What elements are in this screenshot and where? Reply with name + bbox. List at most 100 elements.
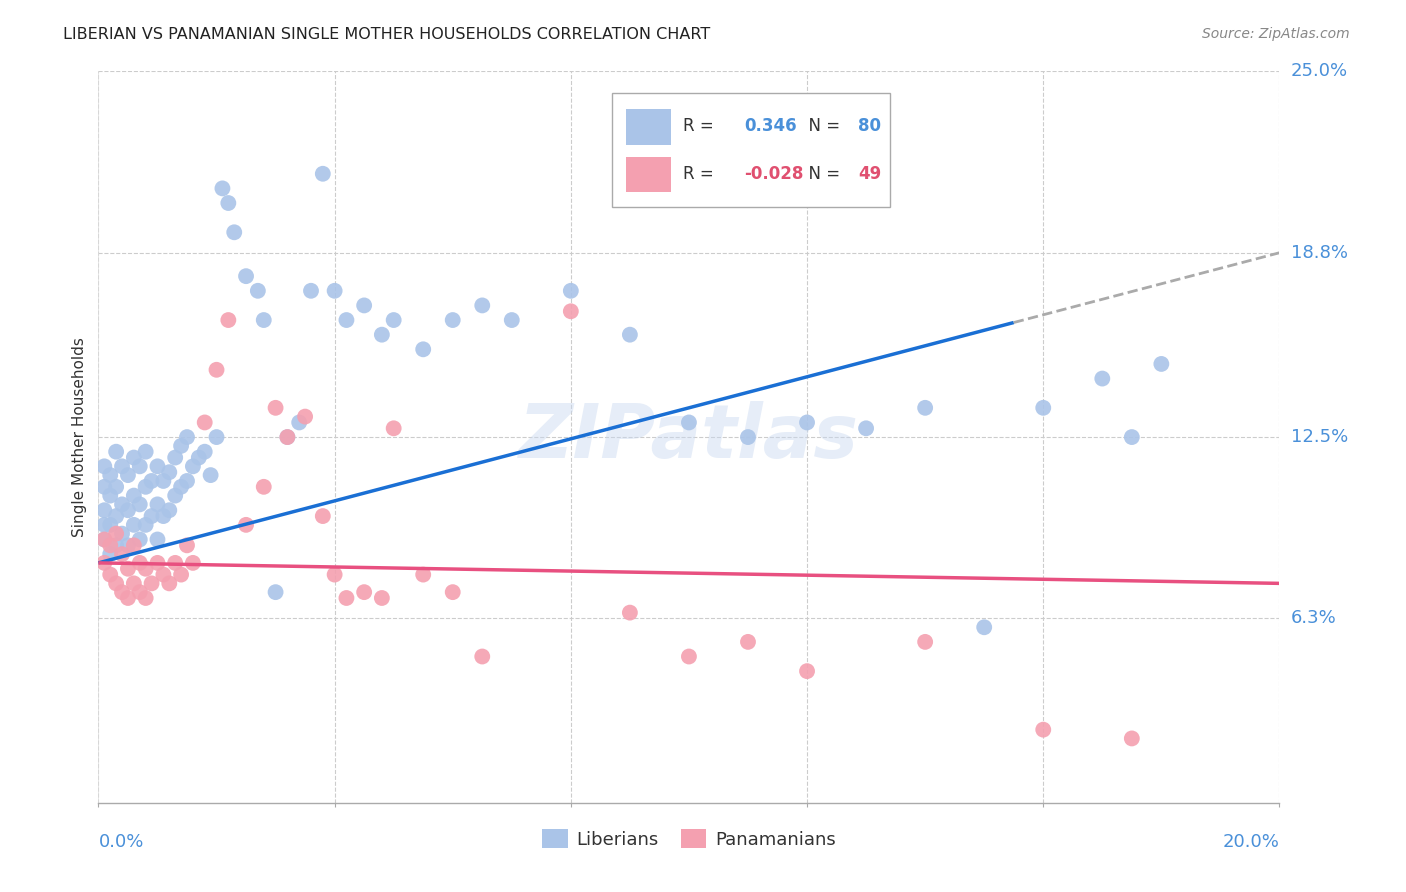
FancyBboxPatch shape	[612, 94, 890, 207]
Point	[146, 497, 169, 511]
Point	[211, 181, 233, 195]
Point	[441, 313, 464, 327]
Point	[98, 547, 121, 561]
Point	[122, 450, 145, 465]
Point	[176, 430, 198, 444]
Point	[678, 416, 700, 430]
Point	[157, 576, 180, 591]
Point	[737, 635, 759, 649]
Point	[105, 538, 128, 552]
Point	[122, 538, 145, 552]
Point	[111, 585, 134, 599]
Point	[181, 459, 204, 474]
Point	[170, 439, 193, 453]
Point	[105, 480, 128, 494]
Point	[105, 444, 128, 458]
Point	[855, 421, 877, 435]
Point	[122, 517, 145, 532]
FancyBboxPatch shape	[626, 110, 671, 145]
Point	[217, 313, 239, 327]
Point	[146, 556, 169, 570]
Point	[135, 517, 157, 532]
Point	[93, 480, 115, 494]
Point	[135, 562, 157, 576]
Point	[128, 556, 150, 570]
Point	[187, 450, 209, 465]
Point	[253, 480, 276, 494]
Text: -0.028: -0.028	[744, 165, 804, 183]
Point	[122, 489, 145, 503]
Point	[111, 459, 134, 474]
Point	[128, 585, 150, 599]
Point	[98, 489, 121, 503]
Text: 20.0%: 20.0%	[1223, 833, 1279, 851]
Text: ZIPatlas: ZIPatlas	[519, 401, 859, 474]
Text: 18.8%: 18.8%	[1291, 244, 1347, 261]
Point	[619, 327, 641, 342]
Point	[441, 585, 464, 599]
Point	[382, 313, 405, 327]
Point	[105, 526, 128, 541]
Text: N =: N =	[797, 117, 845, 136]
Text: 12.5%: 12.5%	[1291, 428, 1348, 446]
Point	[1121, 430, 1143, 444]
Text: N =: N =	[797, 165, 845, 183]
Point	[382, 421, 405, 435]
Point	[170, 480, 193, 494]
Point	[1150, 357, 1173, 371]
Point	[98, 538, 121, 552]
Point	[141, 576, 163, 591]
Point	[253, 313, 276, 327]
Text: LIBERIAN VS PANAMANIAN SINGLE MOTHER HOUSEHOLDS CORRELATION CHART: LIBERIAN VS PANAMANIAN SINGLE MOTHER HOU…	[63, 27, 710, 42]
Point	[157, 465, 180, 479]
Point	[371, 591, 394, 605]
Point	[276, 430, 298, 444]
Point	[111, 547, 134, 561]
Text: 0.0%: 0.0%	[98, 833, 143, 851]
Point	[152, 509, 174, 524]
Point	[176, 474, 198, 488]
Point	[141, 474, 163, 488]
Point	[312, 509, 335, 524]
Point	[105, 576, 128, 591]
Point	[146, 533, 169, 547]
Point	[205, 363, 228, 377]
Point	[111, 526, 134, 541]
Point	[146, 459, 169, 474]
Point	[98, 468, 121, 483]
Point	[117, 468, 139, 483]
Point	[117, 591, 139, 605]
Point	[98, 567, 121, 582]
Point	[1121, 731, 1143, 746]
Point	[194, 444, 217, 458]
Point	[264, 585, 287, 599]
Point	[335, 313, 357, 327]
Point	[914, 401, 936, 415]
Point	[371, 327, 394, 342]
Point	[165, 489, 187, 503]
Point	[152, 567, 174, 582]
Point	[93, 517, 115, 532]
Text: R =: R =	[683, 165, 718, 183]
Point	[353, 585, 375, 599]
Point	[165, 556, 187, 570]
Text: 0.346: 0.346	[744, 117, 797, 136]
Point	[217, 196, 239, 211]
Point	[299, 284, 322, 298]
Point	[288, 416, 311, 430]
Text: Source: ZipAtlas.com: Source: ZipAtlas.com	[1202, 27, 1350, 41]
Point	[128, 533, 150, 547]
Text: R =: R =	[683, 117, 718, 136]
Point	[117, 538, 139, 552]
Point	[323, 284, 346, 298]
Point	[93, 533, 115, 547]
Point	[471, 649, 494, 664]
Point	[165, 450, 187, 465]
Point	[111, 497, 134, 511]
Y-axis label: Single Mother Households: Single Mother Households	[72, 337, 87, 537]
Text: 49: 49	[858, 165, 882, 183]
Point	[412, 567, 434, 582]
Point	[294, 409, 316, 424]
Point	[157, 503, 180, 517]
Point	[560, 304, 582, 318]
